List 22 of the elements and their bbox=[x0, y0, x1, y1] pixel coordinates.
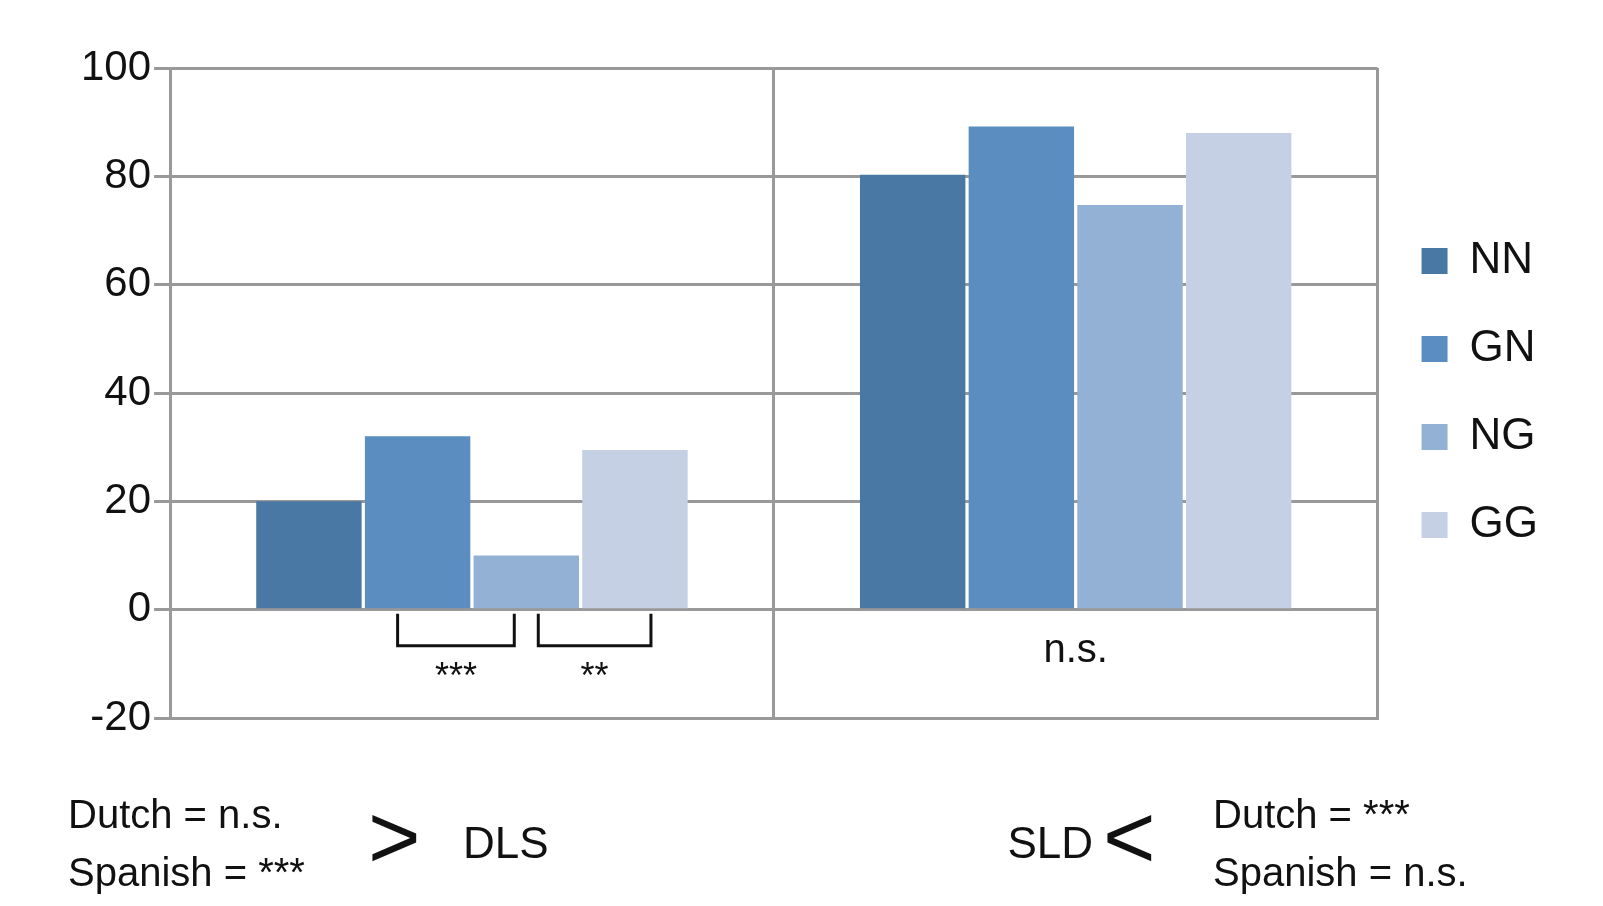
text: SLD bbox=[1007, 818, 1093, 867]
y-tick-label: 80 bbox=[104, 149, 152, 197]
legend-label: GN bbox=[1469, 321, 1536, 371]
text: Spanish = *** bbox=[68, 850, 305, 894]
annotation: *** bbox=[434, 654, 477, 696]
text: Dutch = *** bbox=[1213, 792, 1410, 836]
text: DLS bbox=[463, 818, 549, 867]
text: > bbox=[368, 787, 421, 887]
text: Spanish = n.s. bbox=[1213, 850, 1468, 894]
y-tick-label: 0 bbox=[127, 583, 152, 631]
y-tick-label: 20 bbox=[104, 474, 152, 522]
legend-label: GG bbox=[1469, 497, 1538, 547]
y-tick-label: 40 bbox=[104, 366, 152, 414]
legend-label: NG bbox=[1469, 409, 1536, 459]
annotation: n.s. bbox=[1043, 625, 1108, 670]
text: Dutch = n.s. bbox=[68, 792, 283, 836]
text: < bbox=[1103, 787, 1156, 887]
annotation: ** bbox=[580, 654, 609, 696]
y-tick-label: -20 bbox=[90, 691, 152, 739]
y-tick-label: 100 bbox=[81, 41, 152, 89]
y-tick-label: 60 bbox=[104, 258, 152, 306]
legend-label: NN bbox=[1469, 233, 1534, 283]
